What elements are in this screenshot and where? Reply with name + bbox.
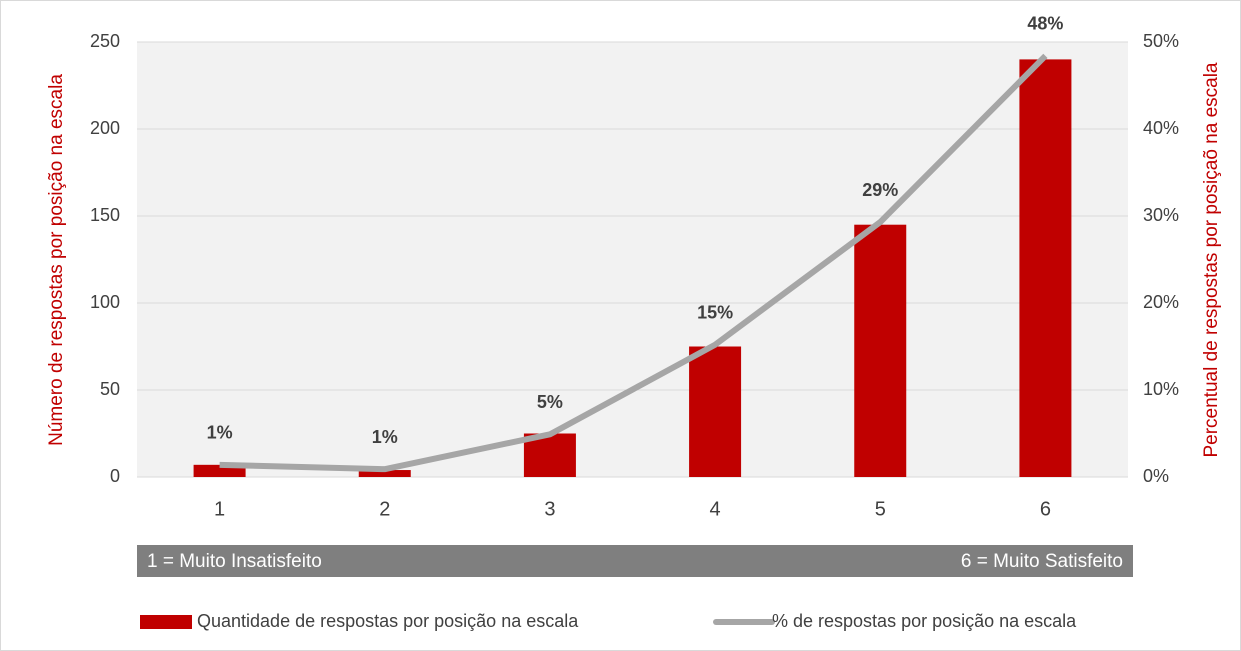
legend-label: Quantidade de respostas por posição na e… <box>197 611 579 631</box>
y2-tick-label: 20% <box>1143 292 1179 312</box>
bar <box>358 470 411 477</box>
scale-annotation: 6 = Muito Satisfeito <box>961 551 1123 572</box>
data-label: 1% <box>207 423 233 443</box>
y2-tick-label: 10% <box>1143 379 1179 399</box>
x-tick-label: 3 <box>544 498 555 520</box>
y2-tick-label: 40% <box>1143 118 1179 138</box>
y2-tick-label: 30% <box>1143 205 1179 225</box>
y2-axis-label: Percentual de respostas por posiçaõ na e… <box>1201 62 1222 457</box>
scale-annotation: 1 = Muito Insatisfeito <box>147 551 322 572</box>
bar <box>854 224 907 477</box>
bar <box>689 346 742 477</box>
x-tick-label: 6 <box>1040 498 1051 520</box>
x-tick-label: 1 <box>214 498 225 520</box>
y-tick-label: 100 <box>90 292 120 312</box>
line <box>219 53 1048 473</box>
y-tick-label: 250 <box>90 31 120 51</box>
y-axis-label: Número de respostas por posição na escal… <box>46 74 67 446</box>
y-tick-label: 200 <box>90 118 120 138</box>
data-label: 29% <box>862 180 898 200</box>
y2-tick-label: 50% <box>1143 31 1179 51</box>
plot-area <box>137 42 1128 477</box>
data-label: 5% <box>537 392 563 412</box>
x-tick-label: 2 <box>379 498 390 520</box>
data-label: 15% <box>697 303 733 323</box>
y-tick-label: 150 <box>90 205 120 225</box>
data-label: 1% <box>372 427 398 447</box>
x-tick-label: 5 <box>875 498 886 520</box>
x-tick-label: 4 <box>710 498 721 520</box>
y-tick-label: 50 <box>100 379 120 399</box>
legend-label: % de respostas por posição na escala <box>772 611 1077 631</box>
legend-swatch <box>140 615 192 629</box>
bar <box>1019 59 1072 478</box>
y2-tick-label: 0% <box>1143 466 1169 486</box>
data-label: 48% <box>1027 14 1063 34</box>
y-tick-label: 0 <box>110 466 120 486</box>
scale-band <box>137 545 1133 577</box>
